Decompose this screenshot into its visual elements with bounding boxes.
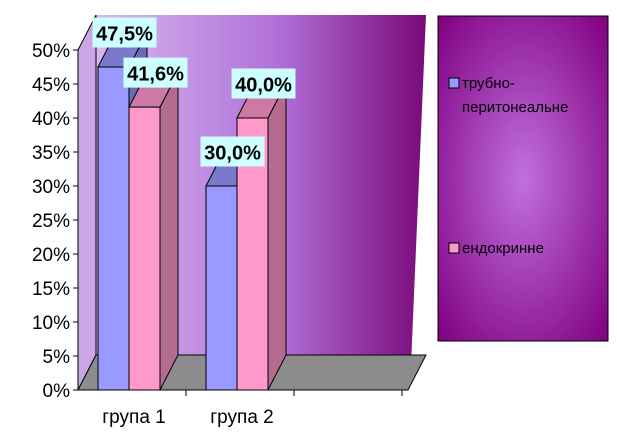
chart-side-wall bbox=[77, 14, 97, 391]
legend-label: трубно- bbox=[462, 75, 515, 92]
y-tick-label: 10% bbox=[32, 313, 70, 334]
legend-swatch bbox=[448, 242, 460, 254]
y-tick-label: 50% bbox=[32, 41, 70, 62]
bar-side bbox=[159, 71, 179, 391]
legend-item: ендокринне bbox=[448, 240, 544, 257]
data-label: 47,5% bbox=[92, 17, 157, 48]
legend-items: трубно-перитонеальне ендокринне bbox=[448, 75, 568, 257]
legend-item: трубно-перитонеальне bbox=[448, 75, 568, 116]
y-tick-label: 20% bbox=[32, 245, 70, 266]
y-axis-ticks: 0% 5% 10% 15% 20% 25% 30% 35% 40% 45% 50% bbox=[32, 41, 78, 402]
data-label: 30,0% bbox=[200, 136, 265, 167]
legend-label: ендокринне bbox=[462, 240, 544, 257]
category-label: група 1 bbox=[102, 407, 166, 428]
bar-front bbox=[128, 106, 161, 391]
legend bbox=[437, 15, 609, 342]
bar bbox=[236, 82, 287, 391]
data-label-text: 30,0% bbox=[204, 143, 261, 165]
data-label-background bbox=[92, 17, 157, 48]
y-tick-label: 45% bbox=[32, 75, 70, 96]
y-tick-label: 35% bbox=[32, 143, 70, 164]
data-labels: 47,5% 30,0% 41,6% 40,0% bbox=[92, 17, 296, 167]
bar bbox=[128, 71, 179, 391]
y-tick-label: 0% bbox=[43, 381, 71, 402]
data-label-background bbox=[231, 68, 296, 99]
bar-front bbox=[205, 185, 238, 391]
data-label-background bbox=[200, 136, 265, 167]
data-label-background bbox=[123, 57, 188, 88]
legend-label: перитонеальне bbox=[462, 99, 568, 116]
legend-swatch bbox=[448, 77, 460, 89]
category-labels: група 1 група 2 bbox=[102, 390, 403, 428]
bar-front bbox=[97, 66, 130, 391]
bar-side bbox=[267, 82, 287, 391]
y-tick-label: 15% bbox=[32, 279, 70, 300]
data-label: 41,6% bbox=[123, 57, 188, 88]
y-tick-label: 40% bbox=[32, 109, 70, 130]
y-tick-label: 25% bbox=[32, 211, 70, 232]
y-tick-label: 5% bbox=[43, 347, 71, 368]
data-label-text: 41,6% bbox=[127, 64, 184, 86]
data-label: 40,0% bbox=[231, 68, 296, 99]
data-label-text: 40,0% bbox=[235, 75, 292, 97]
data-label-text: 47,5% bbox=[96, 24, 153, 46]
category-label: група 2 bbox=[210, 407, 274, 428]
y-tick-label: 30% bbox=[32, 177, 70, 198]
